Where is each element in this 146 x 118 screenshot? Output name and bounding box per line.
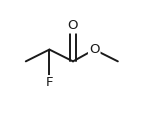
Text: O: O <box>68 19 78 32</box>
Text: O: O <box>89 43 99 56</box>
Text: F: F <box>46 76 53 89</box>
